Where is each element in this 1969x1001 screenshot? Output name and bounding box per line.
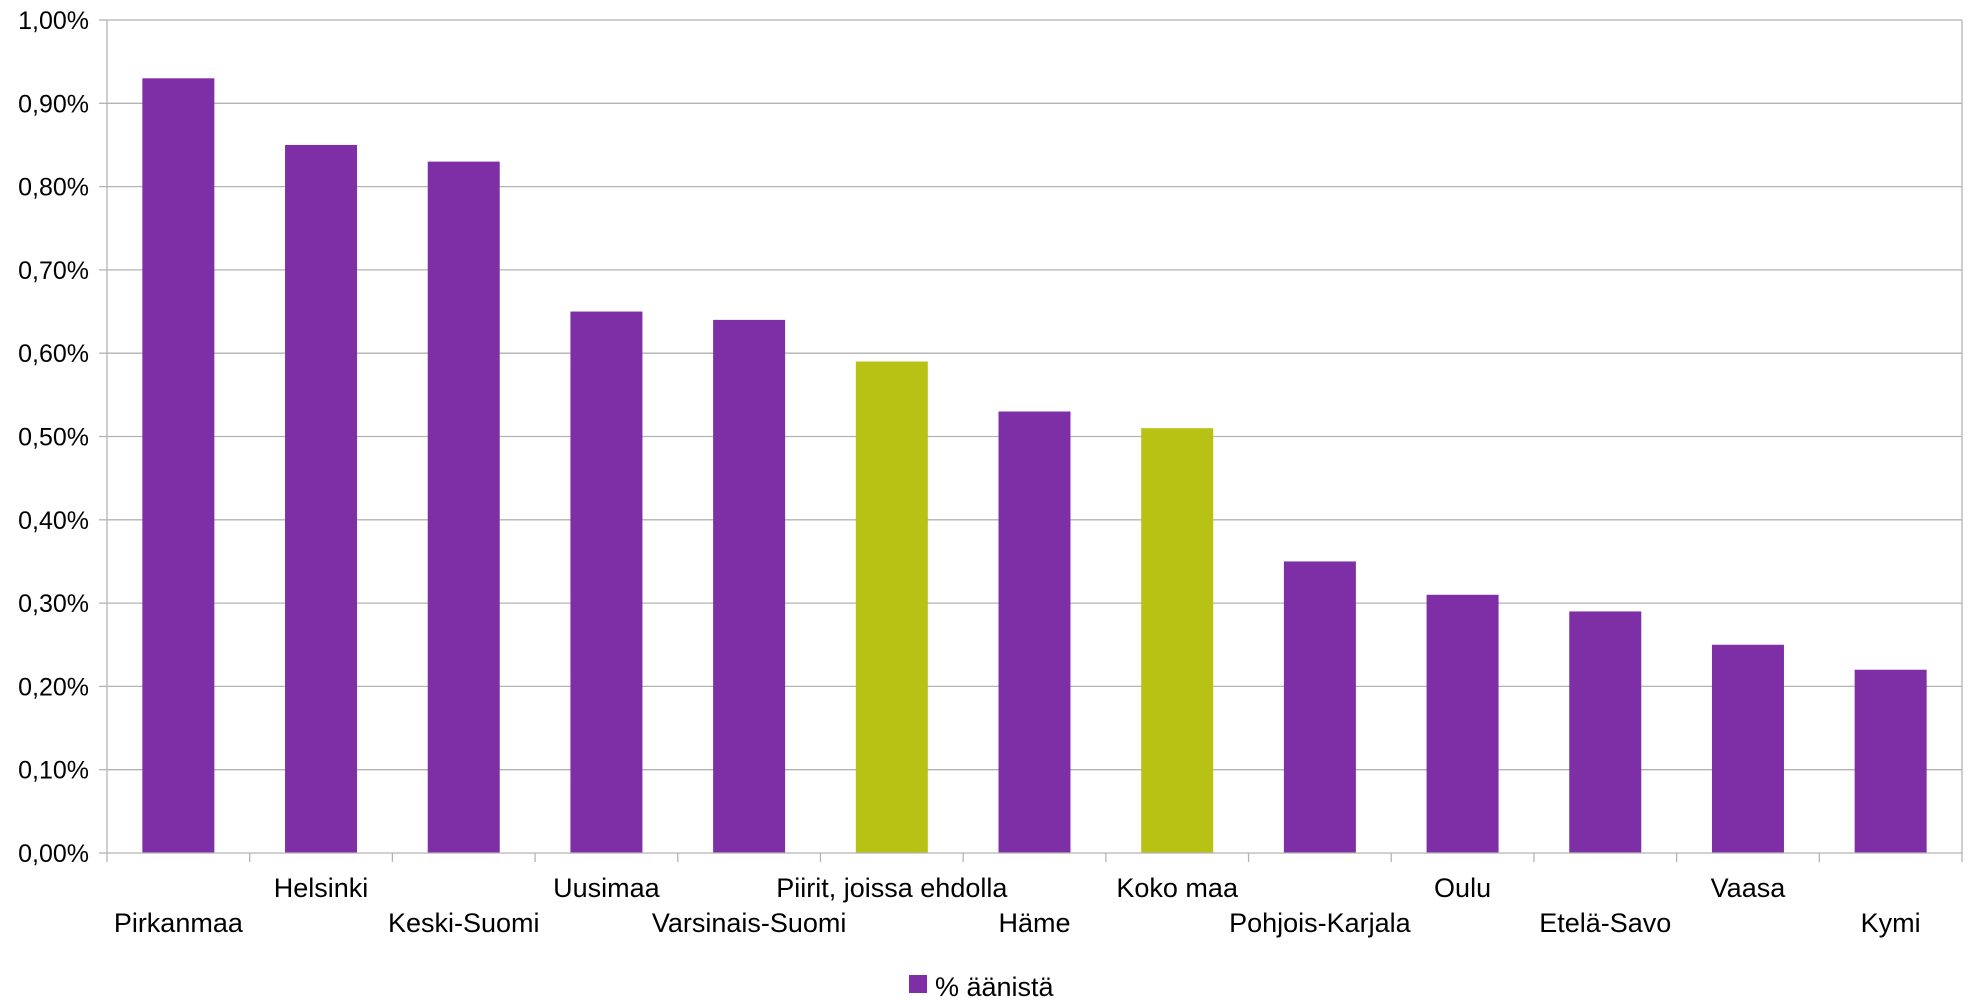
x-category-label: Kymi — [1861, 908, 1921, 938]
bar — [1141, 428, 1214, 853]
bar — [1854, 669, 1927, 853]
y-tick-label: 0,20% — [18, 673, 89, 701]
bar — [1283, 561, 1356, 853]
x-category-label: Pohjois-Karjala — [1229, 908, 1412, 938]
x-category-label: Etelä-Savo — [1539, 908, 1671, 938]
bars — [142, 78, 1927, 854]
y-tick-label: 0,30% — [18, 590, 89, 618]
x-category-label: Vaasa — [1711, 873, 1787, 903]
x-category-label: Piirit, joissa ehdolla — [776, 873, 1008, 903]
bar — [998, 411, 1071, 853]
x-category-label: Häme — [998, 908, 1070, 938]
x-category-label: Pirkanmaa — [114, 908, 244, 938]
x-category-label: Keski-Suomi — [388, 908, 540, 938]
bar — [855, 361, 928, 853]
y-tick-label: 0,10% — [18, 757, 89, 785]
y-tick-label: 0,70% — [18, 257, 89, 285]
y-axis-tick-labels: 0,00% 0,10% 0,20% 0,30% 0,40% 0,50% 0,60% 0,70%… — [18, 7, 89, 868]
bar — [427, 161, 500, 854]
bar — [285, 144, 358, 853]
legend-swatch — [909, 975, 927, 993]
bar — [1711, 644, 1784, 853]
x-category-label: Varsinais-Suomi — [652, 908, 847, 938]
x-category-label: Uusimaa — [553, 873, 661, 903]
y-tick-label: 0,60% — [18, 340, 89, 368]
axes — [99, 19, 1963, 862]
x-category-label: Koko maa — [1116, 873, 1239, 903]
y-tick-label: 0,90% — [18, 90, 89, 118]
y-tick-label: 1,00% — [18, 7, 89, 35]
bar — [570, 311, 643, 853]
y-tick-label: 0,80% — [18, 174, 89, 202]
bar — [142, 78, 215, 853]
y-tick-label: 0,40% — [18, 507, 89, 535]
legend: % äänistä — [909, 972, 1055, 1001]
y-tick-label: 0,00% — [18, 840, 89, 868]
bar — [1569, 611, 1642, 853]
legend-label: % äänistä — [935, 972, 1055, 1001]
x-axis-category-labels: Pirkanmaa Helsinki Keski-Suomi Uusimaa Varsi… — [114, 873, 1921, 938]
x-category-label: Oulu — [1434, 873, 1491, 903]
bar — [1426, 594, 1499, 853]
y-tick-label: 0,50% — [18, 424, 89, 452]
x-category-label: Helsinki — [274, 873, 369, 903]
bar — [713, 319, 786, 853]
